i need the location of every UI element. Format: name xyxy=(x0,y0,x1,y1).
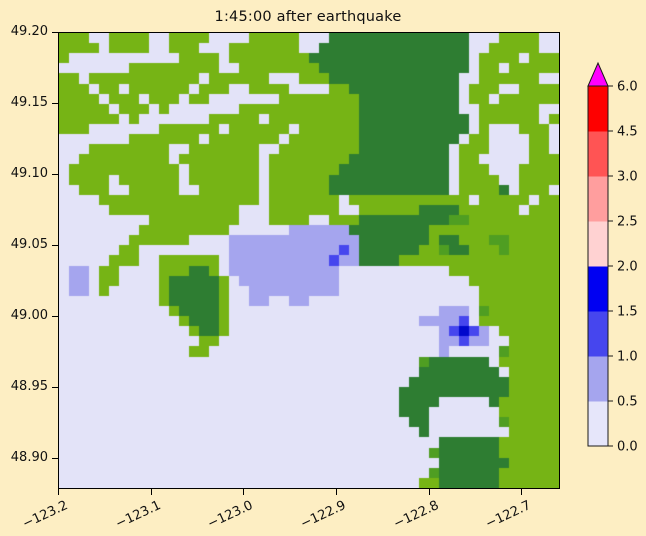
y-tick-mark xyxy=(52,31,58,33)
colorbar-segment xyxy=(588,356,608,402)
x-tick-mark xyxy=(58,489,59,495)
colorbar-segment xyxy=(588,86,608,132)
x-tick-mark xyxy=(336,489,338,495)
y-tick-label: 49.15 xyxy=(10,95,48,110)
tsunami-depth-map xyxy=(59,33,559,488)
colorbar-segment xyxy=(588,221,608,267)
x-tick-label: −123.2 xyxy=(20,498,71,532)
colorbar-segment xyxy=(588,176,608,222)
colorbar-tick-label: 4.5 xyxy=(617,125,638,140)
colorbar-tick-label: 1.5 xyxy=(617,305,638,320)
y-tick-mark xyxy=(52,102,58,104)
y-tick-label: 48.90 xyxy=(10,450,48,466)
colorbar-tick-label: 6.0 xyxy=(617,80,638,95)
y-tick-label: 49.20 xyxy=(10,24,48,39)
x-tick-label: −123.0 xyxy=(205,498,256,532)
x-tick-label: −122.8 xyxy=(391,498,442,532)
colorbar-tick-label: 2.0 xyxy=(617,260,638,275)
colorbar-segment xyxy=(588,311,608,357)
map-plot-area xyxy=(58,32,560,489)
y-tick-mark xyxy=(52,386,58,388)
x-tick-mark xyxy=(150,489,152,495)
colorbar-tick-label: 2.5 xyxy=(617,215,638,230)
colorbar-segment xyxy=(588,266,608,312)
y-tick-label: 49.00 xyxy=(10,308,48,324)
x-tick-mark xyxy=(428,489,430,495)
colorbar-tick-label: 1.0 xyxy=(617,350,638,365)
x-tick-mark xyxy=(521,489,523,495)
x-tick-label: −123.1 xyxy=(113,498,164,532)
colorbar-tick-label: 0.5 xyxy=(617,395,638,410)
x-tick-mark xyxy=(243,489,245,495)
y-tick-mark xyxy=(52,457,58,459)
y-tick-label: 49.10 xyxy=(10,166,48,181)
plot-title: 1:45:00 after earthquake xyxy=(214,9,402,25)
y-tick-mark xyxy=(52,244,58,246)
y-tick-mark xyxy=(52,173,58,175)
colorbar-segment xyxy=(588,131,608,177)
x-tick-label: −122.7 xyxy=(483,498,534,532)
y-tick-label: 48.95 xyxy=(10,379,48,395)
colorbar-tick-label: 0.0 xyxy=(617,440,638,455)
x-tick-label: −122.9 xyxy=(298,498,349,532)
colorbar: 0.0 0.5 1.0 1.5 2.0 2.5 3.0 4.5 6.0 xyxy=(587,61,638,455)
colorbar-tick-label: 3.0 xyxy=(617,170,638,185)
colorbar-segment xyxy=(588,401,608,447)
colorbar-over-triangle xyxy=(587,61,609,87)
y-tick-label: 49.05 xyxy=(10,237,48,252)
y-tick-mark xyxy=(52,315,58,317)
